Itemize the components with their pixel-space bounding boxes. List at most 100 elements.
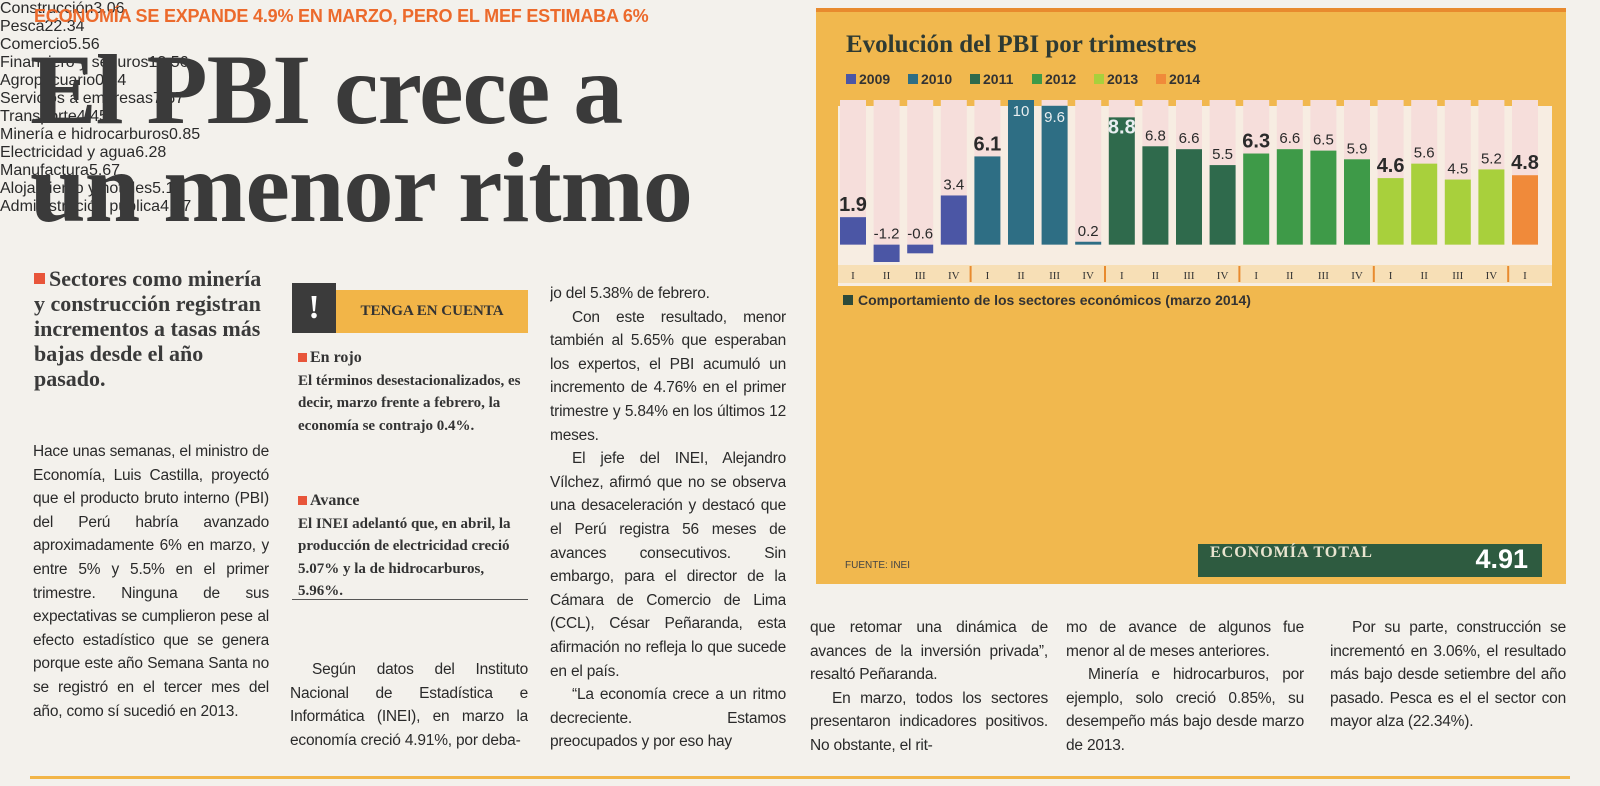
box-item-text: El INEI adelantó que, en abril, la produ… xyxy=(298,515,511,600)
sector-name: Minería e hidrocarburos xyxy=(0,126,169,143)
legend-label: 2014 xyxy=(1169,71,1200,87)
value-label: 4.5 xyxy=(1447,161,1468,178)
text-column: Según datos del Instituto Nacional de Es… xyxy=(290,658,528,758)
value-label: 5.5 xyxy=(1212,146,1233,163)
quarter-label: II xyxy=(1152,270,1160,282)
bar xyxy=(1209,165,1236,245)
legend-swatch xyxy=(970,74,980,84)
sector-name: Alojamiento y hoteles xyxy=(0,180,153,197)
paragraph: El jefe del INEI, Alejandro Vílchez, afi… xyxy=(550,450,786,680)
bar xyxy=(1142,146,1169,245)
bar xyxy=(1041,105,1068,245)
paragraph: “La economía crece a un ritmo decrecient… xyxy=(550,686,786,751)
box-title: TENGA EN CUENTA xyxy=(336,290,528,333)
sector-name: Financiero y seguros xyxy=(0,54,149,71)
sector-row: Electricidad y agua6.28 xyxy=(0,144,344,162)
paragraph: mo de avance de algunos fue menor al de … xyxy=(1066,619,1304,660)
bar xyxy=(1276,149,1303,245)
quarter-label: I xyxy=(1389,270,1393,282)
quarter-label: III xyxy=(1318,270,1329,282)
text-column: jo del 5.38% de febrero. Con este resulta… xyxy=(550,282,786,758)
paragraph: jo del 5.38% de febrero. xyxy=(550,285,710,302)
value-label: 0.2 xyxy=(1078,223,1099,240)
paragraph: Minería e hidrocarburos, por ejemplo, so… xyxy=(1066,666,1304,754)
bar xyxy=(840,217,866,245)
sector-value: 4.45 xyxy=(76,108,108,125)
bar xyxy=(1377,178,1404,245)
bar xyxy=(1444,179,1471,245)
quarter-label: I xyxy=(986,270,990,282)
box-item-heading: En rojo xyxy=(298,347,524,370)
legend-label: 2013 xyxy=(1107,71,1138,87)
sector-row: Servicios a empresas7.67 xyxy=(0,90,352,108)
quarter-label: IV xyxy=(1082,270,1094,282)
text-column: que retomar una dinámica de avances de l… xyxy=(810,616,1048,758)
value-label: -1.2 xyxy=(874,226,900,243)
value-label: 6.1 xyxy=(973,133,1001,155)
sector-row: Agropecuario0.24 xyxy=(0,72,352,90)
sector-value: 22.34 xyxy=(44,18,85,35)
bar xyxy=(1344,159,1370,245)
quarter-label: I xyxy=(1120,270,1124,282)
sector-name: Comercio xyxy=(0,36,69,53)
sector-name: Electricidad y agua xyxy=(0,144,136,161)
sector-row: Construcción3.06 xyxy=(0,0,352,18)
legend-swatch xyxy=(1032,74,1042,84)
value-label: 6.5 xyxy=(1313,132,1334,149)
sector-name: Agropecuario xyxy=(0,72,96,89)
quarter-label: III xyxy=(1184,270,1195,282)
bar xyxy=(1411,163,1438,245)
paragraph: que retomar una dinámica de avances de l… xyxy=(810,619,1048,684)
total-value: 4.91 xyxy=(1475,544,1528,574)
table-title: Comportamiento de los sectores económico… xyxy=(843,292,1251,308)
value-label: 5.2 xyxy=(1481,150,1502,167)
box-item: Avance El INEI adelantó que, en abril, la… xyxy=(298,490,524,603)
bar xyxy=(1512,175,1538,245)
quarter-label: IV xyxy=(1486,270,1498,282)
quarter-label: II xyxy=(1286,270,1294,282)
quarter-label: II xyxy=(1017,270,1025,282)
bar xyxy=(1008,100,1034,245)
sector-value: 5.67 xyxy=(88,162,121,179)
total-row: ECONOMÍA TOTAL 4.91 xyxy=(1198,544,1542,577)
paragraph: Hace unas semanas, el ministro de Econom… xyxy=(33,443,269,720)
total-label: ECONOMÍA TOTAL xyxy=(1210,544,1373,561)
quarter-label: IV xyxy=(948,270,960,282)
sector-value: 5.12 xyxy=(152,180,184,197)
bar xyxy=(1176,149,1202,245)
sector-row: Transporte4.45 xyxy=(0,108,344,126)
value-label: 5.6 xyxy=(1414,145,1435,162)
bar xyxy=(873,244,900,262)
value-label: -0.6 xyxy=(907,226,933,243)
alert-icon: ! xyxy=(292,283,336,333)
sector-name: Pesca xyxy=(0,18,45,35)
bar xyxy=(1243,153,1270,245)
quarter-label: IV xyxy=(1351,270,1363,282)
paragraph: En marzo, todos los sectores presentaron… xyxy=(810,689,1048,754)
quarter-label: III xyxy=(1452,270,1463,282)
quarter-label: I xyxy=(1254,270,1258,282)
bar xyxy=(1075,241,1102,245)
paragraph: Según datos del Instituto Nacional de Es… xyxy=(290,661,528,749)
sector-row: Administración pública4.67 xyxy=(0,198,344,216)
sector-value: 0.24 xyxy=(95,72,127,89)
legend-label: 2010 xyxy=(921,71,952,87)
quarter-label: I xyxy=(851,270,855,282)
legend-swatch xyxy=(1156,74,1166,84)
box-item-heading: Avance xyxy=(298,490,524,513)
quarter-label: II xyxy=(883,270,891,282)
sector-value: 4.67 xyxy=(160,198,192,215)
deck: Sectores como minería y construcción reg… xyxy=(34,266,266,391)
value-label: 9.6 xyxy=(1044,109,1065,126)
bar xyxy=(1310,150,1337,245)
bar xyxy=(1478,169,1505,245)
legend-label: 2009 xyxy=(859,71,890,87)
chart: Evolución del PBI por trimestres 2009 201… xyxy=(838,31,1552,286)
bar-background xyxy=(1075,100,1102,245)
value-label: 8.8 xyxy=(1108,116,1136,138)
bar xyxy=(907,244,934,254)
sector-value: 6.28 xyxy=(135,144,167,161)
sector-name: Manufactura xyxy=(0,162,89,179)
bar-background xyxy=(873,100,900,245)
legend-swatch xyxy=(846,74,856,84)
